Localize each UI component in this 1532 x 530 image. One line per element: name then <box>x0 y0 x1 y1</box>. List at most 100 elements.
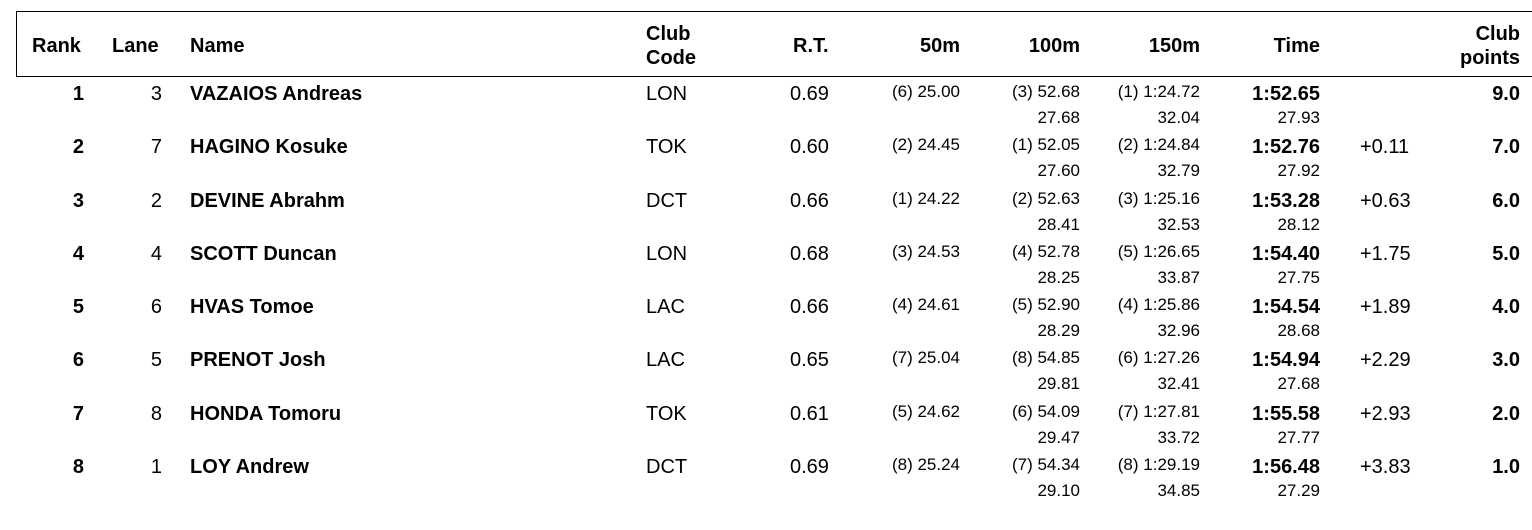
lane-cell: 2 <box>150 190 162 212</box>
club-code-cell: LON <box>646 243 688 265</box>
final-lap-cell: 27.93 <box>1277 108 1320 127</box>
name-cell: DEVINE Abrahm <box>190 190 345 212</box>
header-club-points-line2: points <box>1460 47 1520 69</box>
final-lap-cell: 27.77 <box>1277 428 1320 447</box>
reaction-time-cell: 0.66 <box>790 190 829 212</box>
split-100m-cell: (8) 54.85 <box>1011 348 1080 367</box>
club-code-cell: DCT <box>646 456 688 478</box>
final-time-cell: 1:52.76 <box>1252 136 1320 158</box>
reaction-time-cell: 0.69 <box>790 456 829 478</box>
split-150m-lap-cell: 33.87 <box>1157 268 1200 287</box>
split-150m-lap-cell: 34.85 <box>1157 481 1200 500</box>
rank-cell: 4 <box>72 243 84 265</box>
club-points-cell: 7.0 <box>1492 136 1520 158</box>
table-row: 5 6 HVAS Tomoe LAC 0.66 (4) 24.61 (5) 52.90 28.… <box>0 213 1532 340</box>
final-time-cell: 1:54.54 <box>1252 296 1320 318</box>
club-code-cell: TOK <box>646 403 687 425</box>
split-50m-cell: (7) 25.04 <box>891 348 960 367</box>
reaction-time-cell: 0.66 <box>790 296 829 318</box>
split-150m-lap-cell: 32.79 <box>1157 161 1200 180</box>
split-100m-lap-cell: 28.29 <box>1037 321 1080 340</box>
final-time-cell: 1:54.94 <box>1252 349 1320 371</box>
split-100m-cell: (7) 54.34 <box>1011 455 1080 474</box>
header-50m: 50m <box>919 35 960 57</box>
table-row: 3 2 DEVINE Abrahm DCT 0.66 (1) 24.22 (2) 52.63… <box>0 107 1532 234</box>
table-row: 8 1 LOY Andrew DCT 0.69 (8) 25.24 (7) 54.34 29.… <box>0 373 1532 500</box>
header-lane: Lane <box>112 35 159 57</box>
split-150m-cell: (3) 1:25.16 <box>1117 189 1200 208</box>
time-behind-cell: +0.11 <box>1360 136 1410 158</box>
name-cell: LOY Andrew <box>190 456 309 478</box>
name-cell: PRENOT Josh <box>190 349 326 371</box>
split-100m-lap-cell: 29.47 <box>1037 428 1080 447</box>
final-lap-cell: 27.68 <box>1277 374 1320 393</box>
split-100m-lap-cell: 28.41 <box>1037 215 1080 234</box>
final-time-cell: 1:54.40 <box>1252 243 1320 265</box>
lane-cell: 3 <box>150 83 162 105</box>
final-lap-cell: 28.12 <box>1277 215 1320 234</box>
split-100m-cell: (6) 54.09 <box>1011 402 1080 421</box>
split-150m-cell: (8) 1:29.19 <box>1117 455 1200 474</box>
reaction-time-cell: 0.61 <box>790 403 829 425</box>
header-club-code-line2: Code <box>646 47 696 69</box>
split-100m-cell: (1) 52.05 <box>1011 135 1080 154</box>
lane-cell: 4 <box>150 243 162 265</box>
split-100m-lap-cell: 28.25 <box>1037 268 1080 287</box>
rank-cell: 2 <box>72 136 84 158</box>
split-150m-cell: (5) 1:26.65 <box>1117 242 1200 261</box>
split-100m-lap-cell: 29.81 <box>1037 374 1080 393</box>
split-100m-lap-cell: 29.10 <box>1037 481 1080 500</box>
name-cell: HVAS Tomoe <box>190 296 314 318</box>
club-points-cell: 2.0 <box>1492 403 1520 425</box>
time-behind-cell: +2.93 <box>1360 403 1411 425</box>
table-row: 2 7 HAGINO Kosuke TOK 0.60 (2) 24.45 (1) 52.05… <box>0 53 1532 180</box>
split-50m-cell: (8) 25.24 <box>891 455 960 474</box>
club-code-cell: LON <box>646 83 688 105</box>
results-header <box>16 11 1532 77</box>
split-150m-cell: (2) 1:24.84 <box>1117 135 1200 154</box>
club-code-cell: TOK <box>646 136 687 158</box>
final-time-cell: 1:56.48 <box>1252 456 1320 478</box>
rank-cell: 7 <box>72 403 84 425</box>
club-code-cell: LAC <box>646 296 685 318</box>
split-50m-cell: (5) 24.62 <box>891 402 960 421</box>
club-points-cell: 1.0 <box>1492 456 1520 478</box>
split-100m-cell: (2) 52.63 <box>1011 189 1080 208</box>
reaction-time-cell: 0.65 <box>790 349 829 371</box>
club-points-cell: 4.0 <box>1492 296 1520 318</box>
split-150m-cell: (1) 1:24.72 <box>1117 82 1200 101</box>
split-150m-lap-cell: 32.41 <box>1157 374 1200 393</box>
split-50m-cell: (1) 24.22 <box>891 189 960 208</box>
name-cell: SCOTT Duncan <box>190 243 337 265</box>
final-lap-cell: 27.92 <box>1277 161 1320 180</box>
club-points-cell: 5.0 <box>1492 243 1520 265</box>
final-lap-cell: 27.75 <box>1277 268 1320 287</box>
rank-cell: 5 <box>72 296 84 318</box>
table-row: 4 4 SCOTT Duncan LON 0.68 (3) 24.53 (4) 52.78 2… <box>0 160 1532 287</box>
reaction-time-cell: 0.69 <box>790 83 829 105</box>
time-behind-cell: +1.75 <box>1360 243 1411 265</box>
time-behind-cell: +1.89 <box>1360 296 1411 318</box>
split-150m-cell: (7) 1:27.81 <box>1117 402 1200 421</box>
table-row: 1 3 VAZAIOS Andreas LON 0.69 (6) 25.00 (3) 52.… <box>0 0 1532 127</box>
final-time-cell: 1:55.58 <box>1252 403 1320 425</box>
split-50m-cell: (6) 25.00 <box>891 82 960 101</box>
header-club-code-line1: Club <box>646 23 691 45</box>
club-code-cell: DCT <box>646 190 688 212</box>
lane-cell: 7 <box>150 136 162 158</box>
split-50m-cell: (4) 24.61 <box>891 295 960 314</box>
club-code-cell: LAC <box>646 349 685 371</box>
split-150m-cell: (6) 1:27.26 <box>1117 348 1200 367</box>
header-name: Name <box>190 35 245 57</box>
header-rank: Rank <box>32 35 81 57</box>
lane-cell: 5 <box>150 349 162 371</box>
split-100m-lap-cell: 27.60 <box>1037 161 1080 180</box>
split-100m-cell: (5) 52.90 <box>1011 295 1080 314</box>
header-club-points-line1: Club <box>1475 23 1520 45</box>
split-100m-lap-cell: 27.68 <box>1037 108 1080 127</box>
table-row: 6 5 PRENOT Josh LAC 0.65 (7) 25.04 (8) 54.85 29… <box>0 266 1532 393</box>
club-points-cell: 6.0 <box>1492 190 1520 212</box>
reaction-time-cell: 0.68 <box>790 243 829 265</box>
rank-cell: 3 <box>72 190 84 212</box>
time-behind-cell: +0.63 <box>1360 190 1411 212</box>
